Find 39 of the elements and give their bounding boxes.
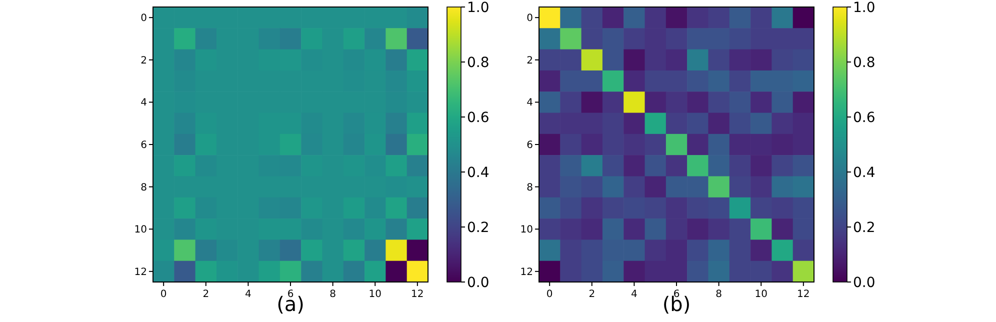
y-tick-label: 8 bbox=[526, 182, 533, 194]
y-tick-label: 6 bbox=[526, 140, 533, 151]
color-bar-label: 0.8 bbox=[467, 55, 490, 71]
y-tick-label: 2 bbox=[526, 55, 533, 66]
color-bar-label: 0.4 bbox=[467, 165, 490, 181]
color-bar-label: 0.8 bbox=[853, 55, 876, 71]
x-tick-label: 10 bbox=[368, 289, 382, 300]
y-tick-label: 4 bbox=[140, 98, 147, 109]
color-bar-label: 0.6 bbox=[467, 110, 490, 126]
color-bar-label: 1.0 bbox=[467, 0, 490, 16]
color-bar-label: 1.0 bbox=[853, 0, 876, 16]
x-tick-label: 0 bbox=[160, 289, 167, 300]
x-tick-label: 4 bbox=[245, 289, 252, 300]
x-tick-label: 2 bbox=[202, 289, 210, 300]
y-tick-label: 12 bbox=[134, 266, 147, 278]
x-tick-label: 2 bbox=[588, 289, 596, 300]
x-tick-label: 8 bbox=[330, 289, 336, 300]
x-tick-label: 12 bbox=[411, 289, 424, 300]
x-tick-label: 12 bbox=[797, 289, 810, 300]
y-tick-label: 12 bbox=[520, 266, 533, 278]
y-tick-label: 2 bbox=[140, 55, 147, 66]
color-bar-label: 0.0 bbox=[853, 275, 876, 291]
color-bar-label: 0.2 bbox=[467, 220, 490, 236]
y-tick-label: 8 bbox=[140, 182, 147, 194]
y-tick-label: 4 bbox=[526, 98, 533, 109]
x-tick-label: 6 bbox=[287, 289, 294, 300]
color-bar-label: 0.4 bbox=[853, 165, 876, 181]
x-tick-label: 4 bbox=[631, 289, 638, 300]
y-tick-label: 10 bbox=[520, 224, 533, 236]
y-tick-label: 6 bbox=[140, 140, 147, 151]
color-bar-label: 0.2 bbox=[853, 220, 876, 236]
y-tick-label: 0 bbox=[140, 13, 147, 24]
color-bar-label: 0.0 bbox=[467, 275, 490, 291]
x-tick-label: 8 bbox=[716, 289, 722, 300]
x-tick-label: 10 bbox=[754, 289, 768, 300]
color-bar-label: 0.6 bbox=[853, 110, 876, 126]
x-tick-label: 0 bbox=[546, 289, 553, 300]
y-tick-label: 10 bbox=[134, 224, 147, 236]
y-tick-label: 0 bbox=[526, 13, 533, 24]
